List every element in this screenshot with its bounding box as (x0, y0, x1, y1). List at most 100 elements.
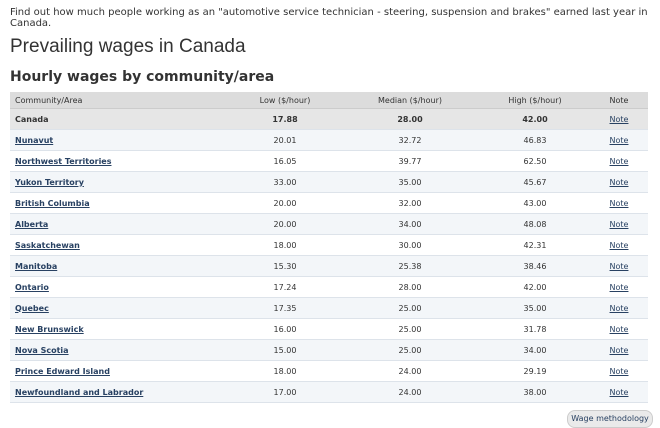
table-cell: Note (590, 297, 648, 319)
table-cell: 42.31 (480, 234, 590, 256)
intro-text: Find out how much people working as an "… (10, 7, 648, 29)
table-cell: 18.00 (230, 234, 340, 256)
table-cell: Note (590, 108, 648, 130)
column-header: Note (590, 92, 648, 109)
methodology-button[interactable]: Wage methodology (567, 410, 653, 428)
table-cell: Nunavut (10, 129, 230, 151)
table-cell: 46.83 (480, 129, 590, 151)
note-link[interactable]: Note (609, 219, 629, 229)
table-row: Saskatchewan 18.00 30.00 42.31 Note (10, 234, 648, 256)
table-cell: 25.38 (340, 255, 480, 277)
table-cell: Note (590, 192, 648, 214)
table-cell: Note (590, 318, 648, 340)
table-cell: 31.78 (480, 318, 590, 340)
table-cell: 17.88 (230, 108, 340, 130)
table-cell: 33.00 (230, 171, 340, 193)
table-cell: 15.30 (230, 255, 340, 277)
table-cell: 20.01 (230, 129, 340, 151)
table-cell: 28.00 (340, 108, 480, 130)
table-row: Prince Edward Island 18.00 24.00 29.19 Note (10, 360, 648, 382)
note-link[interactable]: Note (609, 303, 629, 313)
table-cell: 17.35 (230, 297, 340, 319)
area-link[interactable]: Saskatchewan (15, 240, 80, 250)
area-link[interactable]: Yukon Territory (15, 177, 84, 187)
note-link[interactable]: Note (609, 114, 629, 124)
table-head: Community/Area Low ($/hour) Median ($/hour… (10, 92, 648, 109)
table-cell: 32.00 (340, 192, 480, 214)
page-title: Prevailing wages in Canada (10, 36, 246, 57)
table-row: New Brunswick 16.00 25.00 31.78 Note (10, 318, 648, 340)
table-cell: 17.00 (230, 381, 340, 403)
table-row: Canada 17.88 28.00 42.00 Note (10, 108, 648, 130)
note-link[interactable]: Note (609, 345, 629, 355)
table-cell: Northwest Territories (10, 150, 230, 172)
table-cell: 25.00 (340, 339, 480, 361)
table-cell: 29.19 (480, 360, 590, 382)
table-cell: Newfoundland and Labrador (10, 381, 230, 403)
table-body: Canada 17.88 28.00 42.00 Note Nunavut 20.01 32.… (10, 108, 648, 403)
area-link[interactable]: Manitoba (15, 261, 58, 271)
table-cell: 15.00 (230, 339, 340, 361)
area-link[interactable]: New Brunswick (15, 324, 84, 334)
note-link[interactable]: Note (609, 240, 629, 250)
table-row: Yukon Territory 33.00 35.00 45.67 Note (10, 171, 648, 193)
table-cell: Note (590, 129, 648, 151)
table-row: Quebec 17.35 25.00 35.00 Note (10, 297, 648, 319)
note-link[interactable]: Note (609, 135, 629, 145)
area-link[interactable]: Alberta (15, 219, 49, 229)
note-link[interactable]: Note (609, 156, 629, 166)
table-cell: Note (590, 150, 648, 172)
table-cell: Canada (10, 108, 230, 130)
area-link[interactable]: Newfoundland and Labrador (15, 387, 144, 397)
note-link[interactable]: Note (609, 387, 629, 397)
table-cell: Alberta (10, 213, 230, 235)
table-cell: 35.00 (340, 171, 480, 193)
table-cell: New Brunswick (10, 318, 230, 340)
table-cell: 42.00 (480, 108, 590, 130)
area-link[interactable]: Ontario (15, 282, 49, 292)
area-link[interactable]: British Columbia (15, 198, 90, 208)
area-link[interactable]: Nunavut (15, 135, 54, 145)
note-link[interactable]: Note (609, 366, 629, 376)
table-cell: 43.00 (480, 192, 590, 214)
table-cell: Saskatchewan (10, 234, 230, 256)
table-cell: 48.08 (480, 213, 590, 235)
column-header: Community/Area (10, 92, 230, 109)
table-row: Alberta 20.00 34.00 48.08 Note (10, 213, 648, 235)
note-link[interactable]: Note (609, 177, 629, 187)
table-row: Ontario 17.24 28.00 42.00 Note (10, 276, 648, 298)
area-link[interactable]: Northwest Territories (15, 156, 112, 166)
area-link[interactable]: Quebec (15, 303, 49, 313)
table-cell: 20.00 (230, 192, 340, 214)
table-cell: 30.00 (340, 234, 480, 256)
table-cell: 34.00 (340, 213, 480, 235)
table-cell: 16.05 (230, 150, 340, 172)
table-cell: Manitoba (10, 255, 230, 277)
table-cell: 16.00 (230, 318, 340, 340)
table-row: Manitoba 15.30 25.38 38.46 Note (10, 255, 648, 277)
table-row: Northwest Territories 16.05 39.77 62.50 Note (10, 150, 648, 172)
table-cell: Ontario (10, 276, 230, 298)
table-row: Newfoundland and Labrador 17.00 24.00 38.00… (10, 381, 648, 403)
area-link[interactable]: Nova Scotia (15, 345, 69, 355)
table-cell: 18.00 (230, 360, 340, 382)
note-link[interactable]: Note (609, 261, 629, 271)
table-cell: Note (590, 360, 648, 382)
note-link[interactable]: Note (609, 198, 629, 208)
header-row: Community/Area Low ($/hour) Median ($/hour… (10, 92, 648, 109)
note-link[interactable]: Note (609, 282, 629, 292)
table-cell: 35.00 (480, 297, 590, 319)
column-header: High ($/hour) (480, 92, 590, 109)
table-cell: 38.00 (480, 381, 590, 403)
table-cell: Nova Scotia (10, 339, 230, 361)
table-cell: Note (590, 339, 648, 361)
table-cell: Note (590, 234, 648, 256)
table-cell: Quebec (10, 297, 230, 319)
note-link[interactable]: Note (609, 324, 629, 334)
table-cell: 28.00 (340, 276, 480, 298)
table-cell: Prince Edward Island (10, 360, 230, 382)
table-cell: 20.00 (230, 213, 340, 235)
area-link[interactable]: Prince Edward Island (15, 366, 110, 376)
table-cell: Yukon Territory (10, 171, 230, 193)
